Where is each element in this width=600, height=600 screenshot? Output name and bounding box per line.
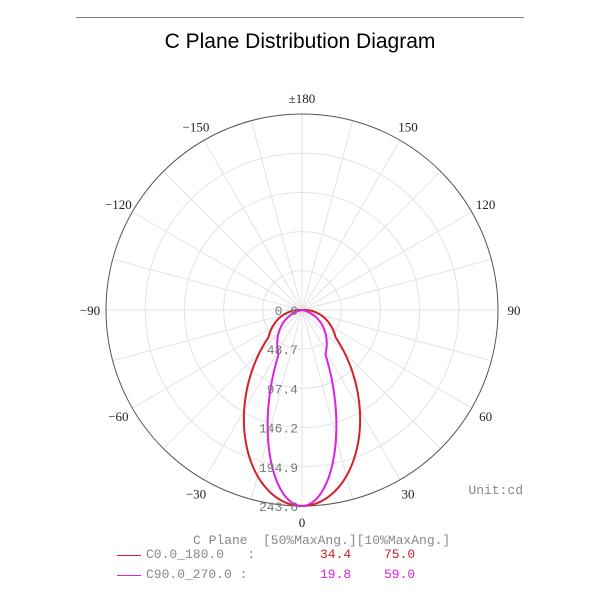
legend-swatch-c0 xyxy=(117,555,141,556)
grid-spoke xyxy=(250,120,303,311)
grid-spoke xyxy=(112,309,303,362)
angle-tick-label: 150 xyxy=(398,119,418,134)
radial-tick-label: 146.2 xyxy=(259,422,298,437)
legend-value-50: 19.8 xyxy=(320,567,352,582)
radial-tick-label: 194.9 xyxy=(259,461,298,476)
legend-row-c0: C0.0_180.0 : 34.4 75.0 xyxy=(0,547,600,563)
grid-spoke xyxy=(203,309,303,480)
radial-tick-label: 48.7 xyxy=(267,343,298,358)
series-curve-1 xyxy=(266,308,338,508)
grid-spoke xyxy=(203,140,303,311)
angle-tick-label: −60 xyxy=(108,409,128,424)
label-layer: 0 30 −30 60 −60 90 −90 120 −120 150 −150 ±180 0.0 48.… xyxy=(80,91,521,530)
legend-series-name: C90.0_270.0 : xyxy=(146,567,248,582)
top-rule xyxy=(76,17,524,18)
radial-tick-label: 243.6 xyxy=(259,500,298,515)
grid-spoke xyxy=(112,258,303,311)
angle-tick-label: −150 xyxy=(183,119,210,134)
grid-spoke xyxy=(301,171,441,311)
angle-tick-label: −90 xyxy=(80,303,100,318)
unit-label: Unit:cd xyxy=(468,483,523,498)
grid-spoke xyxy=(132,211,303,311)
angle-tick-label: 90 xyxy=(508,303,521,318)
legend-row-c90: C90.0_270.0 : 19.8 59.0 xyxy=(0,567,600,583)
legend-swatch-c90 xyxy=(117,575,141,576)
grid-spoke xyxy=(301,140,401,311)
grid-spoke xyxy=(250,309,303,500)
angle-tick-label: −120 xyxy=(105,197,132,212)
radial-tick-label: 97.4 xyxy=(267,382,298,397)
grid-spoke xyxy=(163,171,303,311)
angle-tick-label: −30 xyxy=(186,487,206,502)
legend: C Plane [50%MaxAng.][10%MaxAng.] C0.0_18… xyxy=(0,530,600,590)
polar-grid xyxy=(105,113,499,507)
legend-series-name: C0.0_180.0 : xyxy=(146,547,256,562)
grid-spoke xyxy=(301,309,354,500)
radial-tick-label: 0.0 xyxy=(275,304,298,319)
chart-title: C Plane Distribution Diagram xyxy=(164,30,436,53)
grid-spoke xyxy=(301,120,354,311)
legend-header-columns: [50%MaxAng.][10%MaxAng.] xyxy=(263,533,451,548)
grid-spoke xyxy=(301,211,472,311)
angle-tick-label: 30 xyxy=(402,487,415,502)
grid-spoke xyxy=(301,309,492,362)
legend-value-10: 59.0 xyxy=(384,567,416,582)
series-layer xyxy=(242,308,362,508)
legend-value-10: 75.0 xyxy=(384,547,416,562)
angle-tick-label: ±180 xyxy=(289,91,316,106)
grid-spoke xyxy=(301,309,401,480)
grid-spoke xyxy=(301,258,492,311)
grid-spoke xyxy=(301,309,441,449)
angle-tick-label: 0 xyxy=(299,515,306,530)
legend-header-plane: C Plane xyxy=(193,533,248,548)
legend-value-50: 34.4 xyxy=(320,547,352,562)
angle-tick-label: 60 xyxy=(479,409,492,424)
angle-tick-label: 120 xyxy=(476,197,496,212)
